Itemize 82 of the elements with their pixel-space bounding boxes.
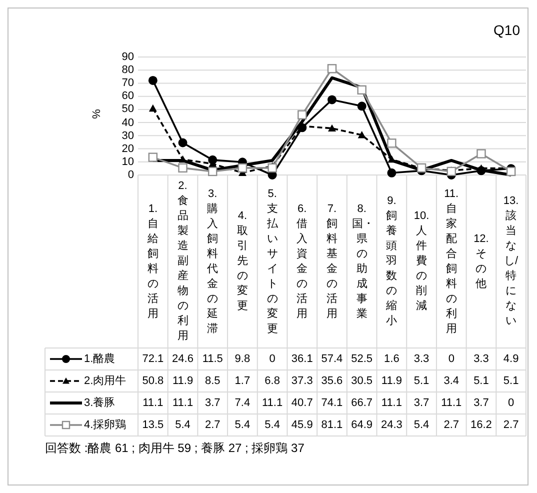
data-label: 1.6 [383, 352, 400, 367]
data-label: 11.1 [380, 396, 403, 411]
category-label: 3.購入飼料代金の延滞 [207, 188, 218, 334]
data-label: 5.1 [472, 374, 490, 389]
data-label: 0 [268, 352, 276, 367]
y-tick-label: 90 [120, 50, 134, 64]
category-label: 5.支払いサイトの変更 [266, 188, 278, 334]
data-label: 74.1 [320, 396, 344, 411]
data-label: 3.7 [204, 396, 222, 411]
data-label: 3.4 [442, 374, 460, 389]
category-label: 2.食品製造副産物の利用 [177, 180, 188, 342]
data-label: 6.8 [264, 374, 281, 389]
x-tick-label: 4.取引先の変更 [236, 209, 249, 314]
data-label: 9.8 [234, 352, 252, 367]
data-label: 57.4 [320, 352, 344, 367]
data-label: 7.4 [234, 396, 252, 411]
x-tick-label: 8.国・県の助成事業 [352, 202, 374, 322]
x-tick-label: 6.借入資金の活用 [296, 202, 309, 322]
data-label: 72.1 [141, 352, 165, 367]
x-tick-label: 1.自給飼料の活用 [146, 202, 160, 322]
y-axis-title: % [90, 109, 103, 119]
category-label: 13.該当なし/特にない [503, 195, 519, 327]
data-label: 81.1 [320, 418, 344, 433]
data-label: 36.1 [290, 352, 314, 367]
y-tick-label: 70 [120, 76, 134, 90]
data-label: 30.5 [350, 374, 374, 389]
category-label: 11.自家配合飼料の利用 [444, 188, 459, 334]
data-label: 4.9 [502, 352, 520, 367]
data-label: 64.9 [350, 418, 374, 433]
data-label: 66.7 [350, 396, 374, 411]
data-label: 11.5 [201, 352, 224, 367]
y-tick-label: 60 [120, 89, 134, 104]
data-label: 24.3 [380, 418, 404, 433]
y-tick-label: 20 [120, 142, 134, 156]
legend-label: 1.酪農 [84, 352, 116, 367]
x-tick-label: 10.人件費の削減 [412, 209, 430, 314]
data-label: 11.1 [261, 396, 284, 411]
data-label: 3.7 [412, 396, 430, 411]
data-label: 24.6 [171, 352, 194, 367]
data-label: 2.7 [204, 418, 222, 433]
data-label: 11.1 [440, 396, 463, 411]
x-tick-label: 12.その他 [472, 232, 490, 292]
legend-label: 4.採卵鶏 [84, 418, 128, 433]
category-label: 9.飼養頭羽数の縮小 [386, 195, 398, 327]
data-label: 52.5 [350, 352, 374, 367]
text: 回答数 :酪農 61 ; 肉用牛 59 ; 養豚 27 ; 採卵鶏 37 [45, 440, 304, 457]
y-tick-label: 50 [122, 103, 134, 116]
data-label: 13.5 [141, 418, 165, 433]
data-label: 2.7 [442, 418, 460, 433]
data-label: 37.3 [290, 374, 314, 389]
data-label: 5.4 [412, 418, 430, 433]
data-label: 5.1 [502, 374, 520, 389]
data-label: 11.1 [171, 396, 194, 411]
data-label: 3.3 [472, 352, 490, 367]
legend-label: 2.肉用牛 [84, 374, 128, 389]
y-tick-label: 10 [120, 154, 134, 169]
data-label: 3.3 [412, 352, 430, 367]
data-label: 45.9 [290, 418, 314, 433]
data-label: 50.8 [141, 374, 165, 389]
data-label: 1.7 [234, 374, 252, 389]
x-tick-label: 7.飼料基金の活用 [326, 202, 338, 322]
data-label: 16.2 [470, 418, 493, 433]
data-label: 2.7 [502, 418, 520, 433]
data-label: 5.4 [234, 418, 252, 433]
y-tick-label: 40 [122, 116, 134, 129]
data-label: 40.7 [290, 396, 314, 411]
y-tick-label: 0 [126, 168, 134, 182]
data-label: 0 [447, 352, 456, 367]
data-label: 5.4 [264, 418, 281, 433]
data-label: 11.9 [171, 374, 194, 389]
data-label: 11.9 [380, 374, 403, 389]
data-label: 5.4 [174, 418, 192, 433]
data-label: 11.1 [142, 396, 164, 411]
y-tick-label: 80 [120, 63, 134, 78]
chart-title: Q10 [492, 22, 520, 38]
data-label: 3.7 [472, 396, 490, 411]
data-label: 5.1 [412, 374, 430, 389]
data-label: 0 [507, 396, 516, 411]
data-label: 8.5 [204, 374, 222, 389]
y-tick-label: 30 [120, 128, 134, 143]
data-label: 35.6 [320, 374, 344, 389]
legend-label: 3.養豚 [84, 396, 116, 411]
